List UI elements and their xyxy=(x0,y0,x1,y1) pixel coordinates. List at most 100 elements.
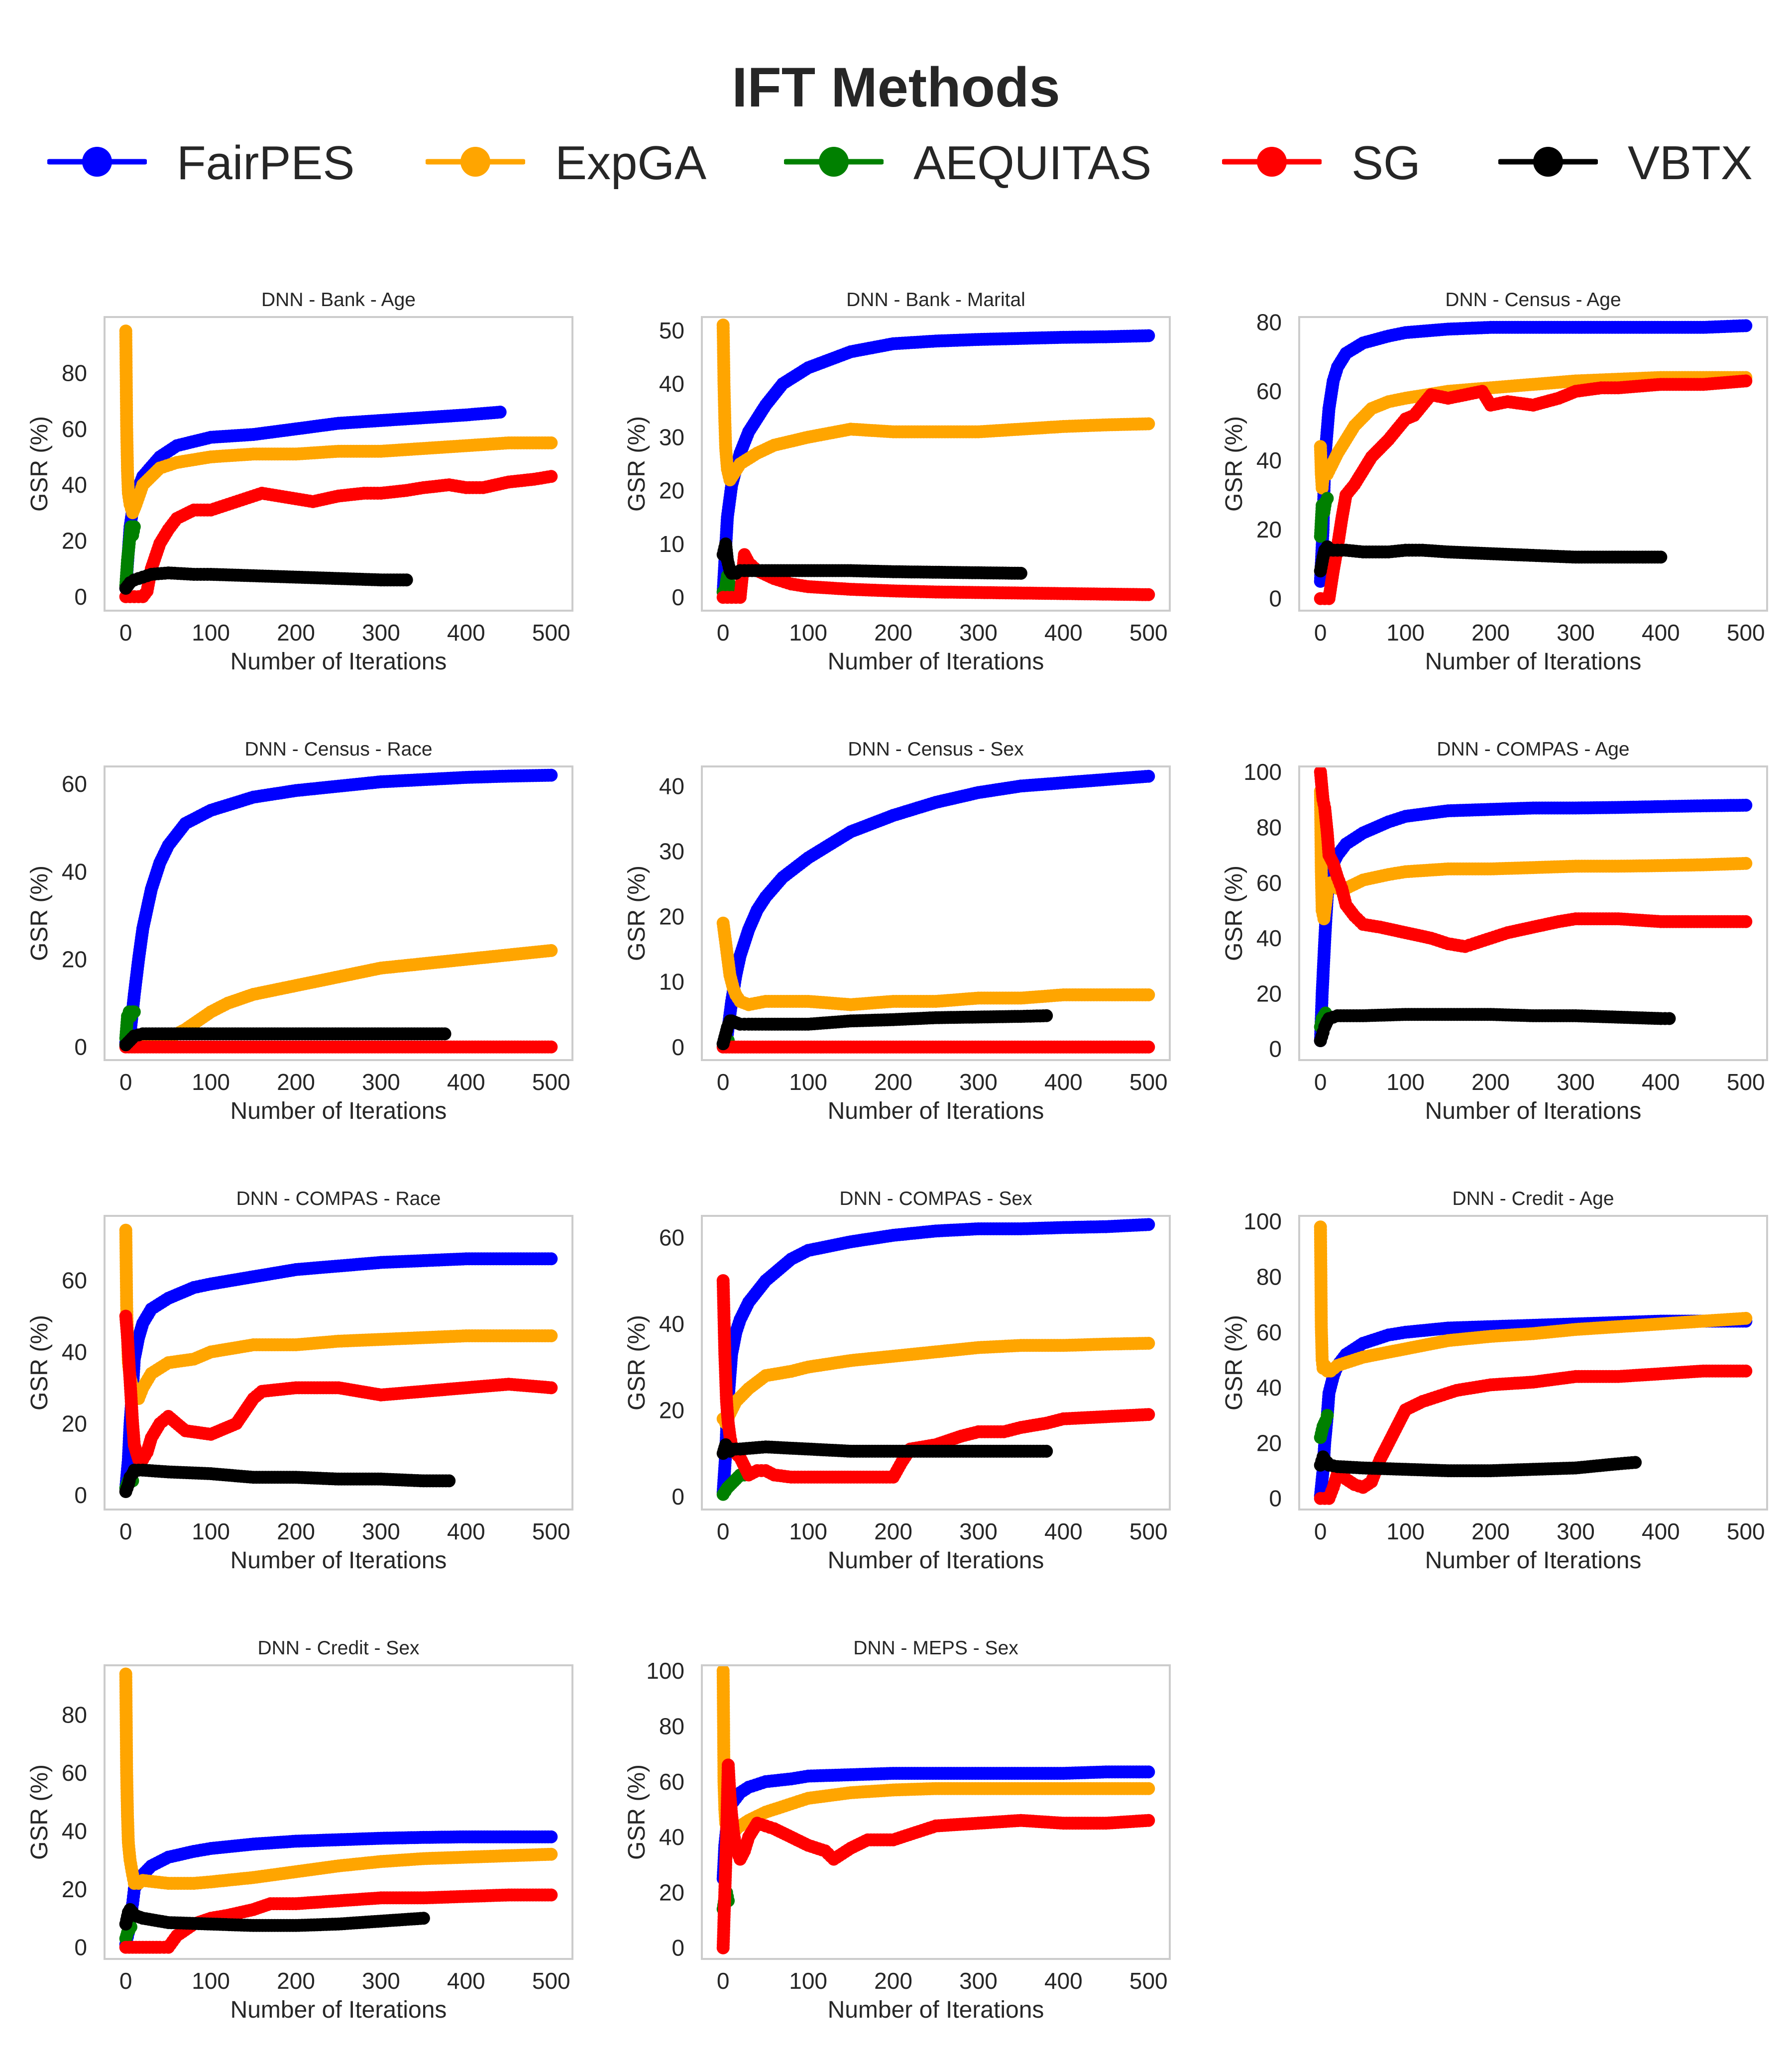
data-point-vbtx xyxy=(1040,1009,1053,1022)
legend-marker-expga xyxy=(426,147,525,177)
x-tick-label: 0 xyxy=(717,620,730,646)
series-markers-vbtx xyxy=(1314,540,1668,578)
series-markers-fairpes xyxy=(119,1252,558,1495)
x-tick-label: 300 xyxy=(959,1069,998,1095)
y-tick-label: 80 xyxy=(1256,814,1282,840)
data-point-sg xyxy=(545,1040,558,1054)
data-point-vbtx xyxy=(400,573,413,587)
series-markers-expga xyxy=(716,319,1155,487)
chart-title: DNN - COMPAS - Race xyxy=(236,1188,441,1209)
legend-marker-fairpes xyxy=(47,147,147,177)
y-tick-label: 100 xyxy=(1243,759,1282,785)
x-tick-label: 200 xyxy=(277,620,315,646)
x-tick-label: 100 xyxy=(192,1518,230,1544)
x-tick-label: 0 xyxy=(119,1518,132,1544)
legend-dot-sg xyxy=(1257,147,1287,177)
y-tick-label: 40 xyxy=(62,472,87,498)
x-tick-label: 400 xyxy=(1044,620,1083,646)
legend-marker-aequitas xyxy=(784,147,884,177)
data-point-aequitas xyxy=(127,520,141,534)
x-tick-label: 400 xyxy=(447,620,485,646)
x-tick-label: 200 xyxy=(277,1518,315,1544)
data-point-aequitas xyxy=(1321,492,1334,505)
x-tick-label: 200 xyxy=(874,620,912,646)
series-markers-fairpes xyxy=(119,768,558,1049)
data-point-expga xyxy=(1739,857,1753,870)
legend-marker-vbtx xyxy=(1498,147,1598,177)
data-point-sg xyxy=(1739,374,1753,388)
x-axis-label: Number of Iterations xyxy=(230,1098,447,1124)
chart-title: DNN - Bank - Age xyxy=(261,289,416,311)
data-point-fairpes xyxy=(1142,769,1155,783)
series-markers-expga xyxy=(119,1223,558,1405)
series-markers-vbtx xyxy=(1314,1008,1676,1047)
plot-frame xyxy=(701,765,1171,1061)
y-tick-label: 60 xyxy=(62,1268,87,1294)
plot-area xyxy=(1314,319,1753,605)
data-point-vbtx xyxy=(443,1474,456,1488)
data-point-sg xyxy=(1142,1040,1155,1054)
y-tick-label: 20 xyxy=(62,1410,87,1436)
y-tick-label: 30 xyxy=(659,838,684,864)
data-point-fairpes xyxy=(493,406,507,419)
y-tick-label: 0 xyxy=(1269,586,1282,612)
series-markers-fairpes xyxy=(119,406,507,595)
y-tick-label: 80 xyxy=(62,360,87,386)
y-tick-label: 40 xyxy=(1256,447,1282,473)
plot-area xyxy=(716,319,1155,604)
plot-area xyxy=(716,769,1155,1054)
y-tick-label: 80 xyxy=(1256,309,1282,335)
x-tick-label: 300 xyxy=(959,620,998,646)
data-point-vbtx xyxy=(438,1027,451,1041)
x-tick-label: 500 xyxy=(532,620,570,646)
y-axis-label: GSR (%) xyxy=(26,865,53,961)
data-point-aequitas xyxy=(127,1005,141,1019)
legend-marker-sg xyxy=(1222,147,1322,177)
figure-title: IFT Methods xyxy=(732,56,1060,118)
plot-area xyxy=(1314,766,1753,1047)
y-tick-label: 20 xyxy=(659,904,684,930)
chart-title: DNN - Census - Race xyxy=(244,739,432,760)
legend-label-aequitas: AEQUITAS xyxy=(913,136,1152,190)
y-tick-label: 20 xyxy=(1256,980,1282,1006)
y-tick-label: 40 xyxy=(659,773,684,799)
plot-area xyxy=(119,768,558,1054)
plot-area xyxy=(716,1218,1155,1501)
plot-frame xyxy=(1298,316,1768,612)
y-tick-label: 20 xyxy=(62,528,87,554)
series-markers-expga xyxy=(1314,785,1753,926)
series-markers-sg xyxy=(119,1040,558,1054)
data-point-expga xyxy=(1142,988,1155,1001)
series-markers-expga xyxy=(716,916,1155,1011)
x-axis-label: Number of Iterations xyxy=(230,1547,447,1574)
y-axis-label: GSR (%) xyxy=(26,1315,53,1410)
x-tick-label: 500 xyxy=(532,1069,570,1095)
legend-label-expga: ExpGA xyxy=(555,136,707,190)
x-axis-label: Number of Iterations xyxy=(828,1098,1044,1124)
data-point-fairpes xyxy=(545,1252,558,1266)
series-line-expga xyxy=(721,324,1150,482)
series-line-fairpes xyxy=(1319,324,1748,583)
x-tick-label: 100 xyxy=(789,620,827,646)
y-tick-label: 40 xyxy=(659,371,684,397)
x-tick-label: 400 xyxy=(447,1518,485,1544)
x-tick-label: 400 xyxy=(1642,620,1680,646)
series-markers-expga xyxy=(716,1337,1155,1430)
series-markers-vbtx xyxy=(119,1463,456,1498)
x-tick-label: 400 xyxy=(447,1069,485,1095)
y-tick-label: 0 xyxy=(74,1034,87,1060)
x-tick-label: 300 xyxy=(1557,620,1595,646)
series-markers-sg xyxy=(716,1040,1155,1054)
data-point-expga xyxy=(1142,417,1155,431)
series-line-expga xyxy=(1319,376,1748,490)
y-tick-label: 60 xyxy=(1256,378,1282,404)
x-tick-label: 500 xyxy=(532,1518,570,1544)
y-tick-label: 10 xyxy=(659,531,684,557)
chart-title: DNN - Bank - Marital xyxy=(846,289,1025,311)
x-tick-label: 0 xyxy=(1314,620,1327,646)
x-tick-label: 100 xyxy=(1386,620,1425,646)
